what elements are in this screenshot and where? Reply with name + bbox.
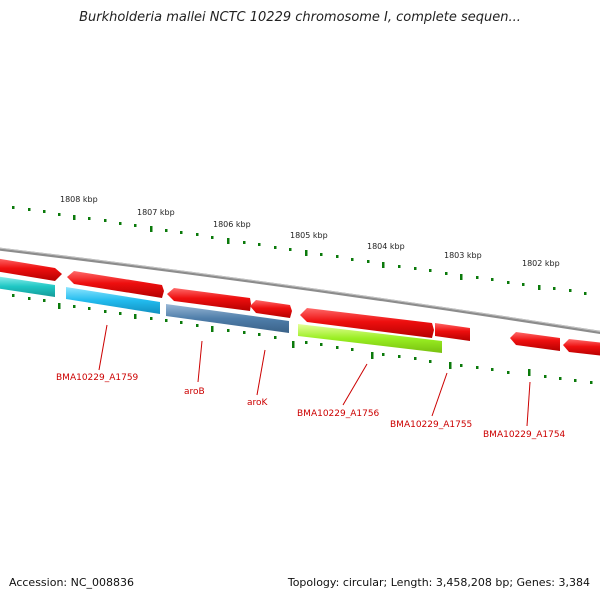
gene-labels: BMA10229_A1759 aroB aroK BMA10229_A1756 …	[56, 373, 566, 440]
chromosome-backbone	[0, 247, 600, 335]
map-title: Burkholderia mallei NCTC 10229 chromosom…	[79, 10, 521, 25]
accession-text: Accession: NC_008836	[9, 576, 135, 589]
gene-bar[interactable]	[298, 324, 442, 353]
inner-tick-track	[12, 294, 593, 384]
gene-label[interactable]: aroB	[184, 387, 205, 397]
kbp-label: 1805 kbp	[290, 231, 328, 240]
gene-bar[interactable]	[0, 276, 55, 297]
gene-label[interactable]: aroK	[247, 398, 269, 408]
gene-arrow[interactable]	[0, 258, 62, 281]
kbp-label: 1803 kbp	[444, 251, 482, 260]
kbp-label: 1807 kbp	[137, 208, 175, 217]
kbp-label: 1802 kbp	[522, 259, 560, 268]
kbp-label: 1806 kbp	[213, 220, 251, 229]
label-leader-lines	[98, 324, 531, 427]
gene-arrow[interactable]	[435, 323, 470, 341]
gene-bar[interactable]	[166, 304, 289, 333]
genome-info-text: Topology: circular; Length: 3,458,208 bp…	[287, 576, 590, 589]
gene-arrow[interactable]	[300, 308, 434, 338]
forward-strand-genes	[0, 258, 600, 356]
gene-arrow[interactable]	[250, 300, 292, 318]
gene-arrow[interactable]	[67, 271, 164, 298]
kbp-label: 1808 kbp	[60, 195, 98, 204]
gene-label[interactable]: BMA10229_A1755	[390, 420, 472, 430]
kbp-labels: 1808 kbp 1807 kbp 1806 kbp 1805 kbp 1804…	[60, 195, 560, 268]
gene-label[interactable]: BMA10229_A1756	[297, 409, 380, 419]
gene-arrow[interactable]	[167, 288, 251, 311]
gene-label[interactable]: BMA10229_A1754	[483, 430, 566, 440]
kbp-label: 1804 kbp	[367, 242, 405, 251]
gene-arrow[interactable]	[563, 339, 600, 356]
outer-tick-track	[12, 206, 587, 295]
gene-label[interactable]: BMA10229_A1759	[56, 373, 139, 383]
gene-arrow[interactable]	[510, 332, 560, 351]
reverse-strand-genes	[0, 276, 442, 353]
gene-bar[interactable]	[66, 287, 160, 314]
